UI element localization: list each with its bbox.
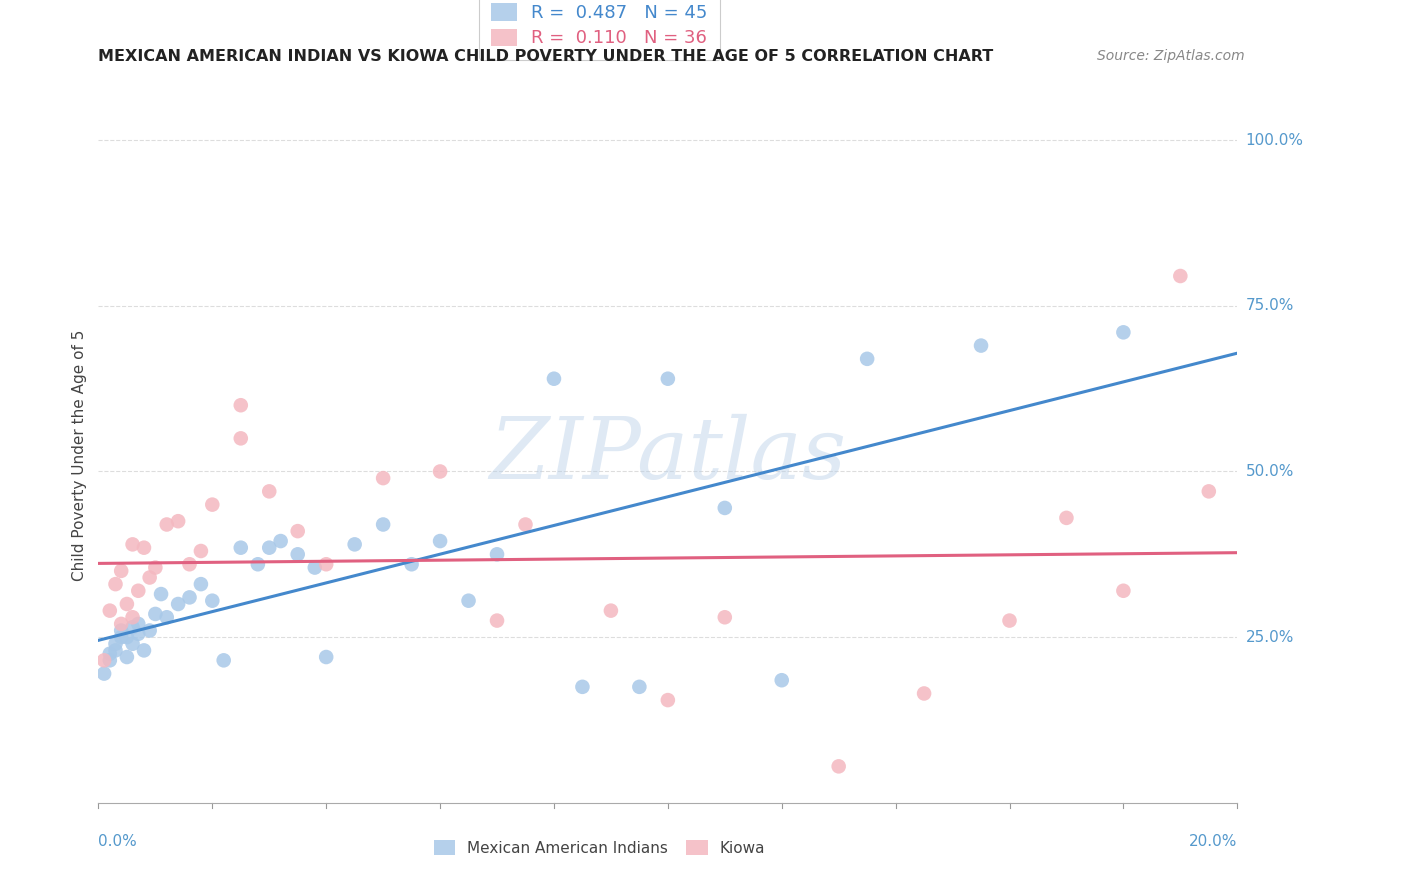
Point	[98, 653, 121, 667]
Point	[970, 338, 993, 352]
Point	[1112, 326, 1135, 340]
Point	[179, 558, 201, 572]
Point	[373, 517, 395, 532]
Point	[110, 630, 132, 644]
Point	[657, 693, 679, 707]
Point	[856, 351, 879, 366]
Point	[600, 604, 623, 618]
Point	[1056, 511, 1078, 525]
Point	[127, 616, 149, 631]
Point	[343, 537, 366, 551]
Text: 0.0%: 0.0%	[98, 834, 138, 849]
Point	[93, 653, 115, 667]
Point	[486, 614, 509, 628]
Point	[657, 372, 679, 386]
Point	[190, 577, 212, 591]
Point	[714, 610, 737, 624]
Point	[167, 597, 190, 611]
Point	[315, 558, 337, 572]
Point	[104, 637, 127, 651]
Point	[429, 465, 451, 479]
Point	[1198, 484, 1220, 499]
Point	[201, 498, 224, 512]
Point	[110, 624, 132, 638]
Point	[1112, 583, 1135, 598]
Point	[127, 583, 149, 598]
Point	[429, 534, 451, 549]
Point	[212, 653, 235, 667]
Point	[486, 547, 509, 561]
Text: 20.0%: 20.0%	[1189, 834, 1237, 849]
Text: 25.0%: 25.0%	[1246, 630, 1294, 645]
Point	[121, 610, 143, 624]
Point	[998, 614, 1021, 628]
Point	[515, 517, 537, 532]
Point	[287, 524, 309, 538]
Point	[1170, 268, 1192, 283]
Point	[115, 597, 138, 611]
Point	[145, 607, 167, 621]
Point	[373, 471, 395, 485]
Point	[138, 624, 160, 638]
Point	[229, 541, 252, 555]
Point	[93, 666, 115, 681]
Point	[115, 650, 138, 665]
Point	[457, 593, 479, 607]
Point	[98, 604, 121, 618]
Point	[259, 484, 281, 499]
Point	[259, 541, 281, 555]
Point	[229, 431, 252, 445]
Point	[115, 630, 138, 644]
Point	[110, 616, 132, 631]
Point	[190, 544, 212, 558]
Point	[167, 514, 190, 528]
Point	[714, 500, 737, 515]
Point	[770, 673, 793, 688]
Point	[179, 591, 201, 605]
Text: ZIPatlas: ZIPatlas	[489, 414, 846, 496]
Text: 100.0%: 100.0%	[1246, 133, 1303, 148]
Point	[150, 587, 173, 601]
Y-axis label: Child Poverty Under the Age of 5: Child Poverty Under the Age of 5	[72, 329, 87, 581]
Point	[628, 680, 651, 694]
Point	[138, 570, 160, 584]
Text: 75.0%: 75.0%	[1246, 298, 1294, 313]
Point	[543, 372, 565, 386]
Point	[98, 647, 121, 661]
Point	[110, 564, 132, 578]
Point	[229, 398, 252, 412]
Text: MEXICAN AMERICAN INDIAN VS KIOWA CHILD POVERTY UNDER THE AGE OF 5 CORRELATION CH: MEXICAN AMERICAN INDIAN VS KIOWA CHILD P…	[98, 49, 994, 64]
Point	[104, 643, 127, 657]
Point	[132, 541, 155, 555]
Point	[127, 627, 149, 641]
Point	[145, 560, 167, 574]
Text: 50.0%: 50.0%	[1246, 464, 1294, 479]
Point	[121, 620, 143, 634]
Point	[246, 558, 269, 572]
Point	[912, 686, 935, 700]
Text: Source: ZipAtlas.com: Source: ZipAtlas.com	[1097, 49, 1244, 63]
Point	[828, 759, 851, 773]
Point	[104, 577, 127, 591]
Point	[571, 680, 593, 694]
Point	[287, 547, 309, 561]
Point	[132, 643, 155, 657]
Point	[401, 558, 423, 572]
Point	[315, 650, 337, 665]
Point	[304, 560, 326, 574]
Point	[121, 637, 143, 651]
Point	[270, 534, 292, 549]
Point	[156, 610, 179, 624]
Point	[156, 517, 179, 532]
Legend: Mexican American Indians, Kiowa: Mexican American Indians, Kiowa	[425, 830, 775, 864]
Point	[121, 537, 143, 551]
Point	[201, 593, 224, 607]
